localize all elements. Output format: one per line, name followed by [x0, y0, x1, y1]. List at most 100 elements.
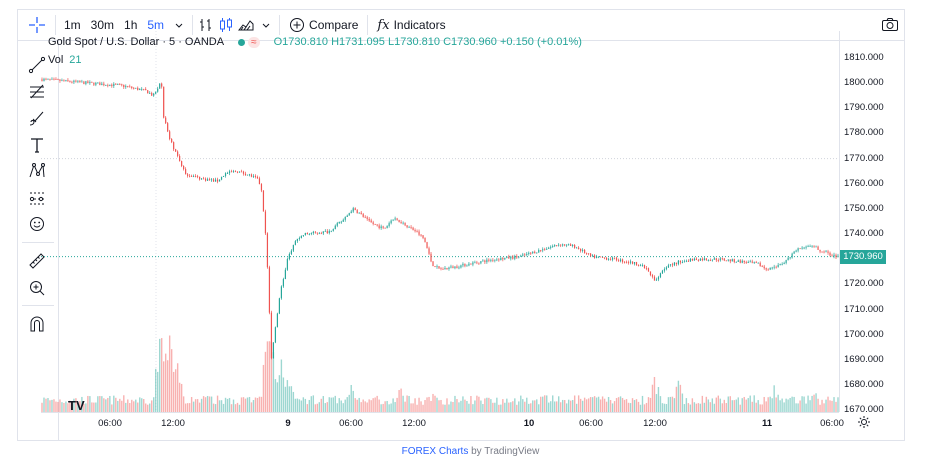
volume-bar — [530, 403, 532, 412]
chevron-down-icon[interactable] — [169, 15, 189, 35]
candle-body — [390, 220, 392, 224]
candle-body — [492, 259, 494, 261]
zoom-in-icon[interactable] — [26, 277, 48, 299]
volume-bar — [67, 403, 69, 412]
volume-bar — [370, 400, 372, 412]
fib-retracement-icon[interactable] — [26, 80, 48, 102]
bars-chart-type-icon[interactable] — [196, 15, 216, 35]
candle-body — [87, 81, 89, 84]
market-open-dot — [238, 38, 246, 46]
candle-body — [629, 261, 632, 263]
candle-body — [51, 78, 53, 80]
candle-body — [645, 268, 648, 269]
time-tick-label: 9 — [285, 418, 291, 429]
candle-body — [240, 171, 243, 173]
pattern-icon[interactable] — [26, 160, 48, 182]
candle-body — [813, 245, 815, 247]
candle-body — [576, 247, 578, 249]
candle-body — [163, 86, 165, 118]
candle-body — [611, 257, 614, 260]
open-value: 1730.810 — [282, 36, 329, 48]
price-tick-label: 1700.000 — [844, 328, 884, 340]
candle-body — [689, 258, 691, 262]
candle-body — [544, 249, 546, 251]
chevron-down-icon[interactable] — [256, 15, 276, 35]
area-chart-type-icon[interactable] — [236, 15, 256, 35]
volume-bar — [77, 402, 79, 412]
candle-body — [129, 86, 131, 88]
candle-body — [113, 83, 115, 87]
candle-body — [286, 259, 288, 270]
volume-bar — [414, 398, 416, 412]
candle-body — [530, 252, 532, 254]
candle-body — [360, 212, 362, 215]
volume-bar — [244, 398, 247, 412]
timeframe-30m[interactable]: 30m — [90, 18, 115, 32]
wave-icon: ≈ — [248, 36, 260, 48]
volume-bar — [520, 395, 522, 412]
volume-bar — [482, 403, 484, 412]
timeframe-1m[interactable]: 1m — [64, 18, 81, 32]
candle-body — [125, 86, 127, 88]
text-tool-icon[interactable] — [26, 134, 48, 156]
candle-body — [185, 169, 187, 175]
candle-body — [208, 179, 211, 181]
candle-body — [374, 223, 376, 225]
candle-body — [352, 208, 354, 212]
volume-bar — [145, 403, 147, 412]
candle-body — [739, 260, 741, 263]
candle-body — [574, 244, 576, 248]
volume-bar — [164, 353, 167, 412]
brush-icon[interactable] — [26, 107, 48, 129]
candle-body — [494, 259, 496, 261]
timeframe-5m[interactable]: 5m — [147, 18, 165, 32]
time-scale[interactable]: 06:00 12:00 9 06:00 12:00 10 06:00 12:00 11 06:00 — [41, 412, 844, 432]
candle-body — [47, 78, 49, 80]
price-chart[interactable] — [41, 31, 839, 412]
candle-body — [428, 248, 430, 254]
candle-body — [753, 262, 755, 263]
gear-icon[interactable] — [857, 415, 871, 434]
compare-button[interactable]: Compare — [283, 17, 364, 33]
volume-bar — [103, 398, 105, 412]
volume-bar — [498, 404, 500, 412]
volume-bar — [151, 400, 153, 412]
candle-body — [570, 244, 572, 246]
emoji-icon[interactable] — [26, 213, 48, 235]
camera-icon[interactable] — [880, 15, 900, 35]
volume-bar — [424, 400, 426, 412]
volume-bar — [210, 396, 213, 412]
volume-bar — [268, 341, 271, 412]
candles-chart-type-icon[interactable] — [216, 15, 236, 35]
volume-bar — [829, 400, 831, 412]
candle-body — [131, 86, 133, 88]
volume-bar — [326, 402, 328, 412]
price-scale[interactable]: 1810.000 1800.000 1790.000 1780.000 1770.000… — [839, 31, 888, 415]
candle-body — [659, 273, 662, 278]
candle-body — [135, 87, 137, 89]
volume-bar — [655, 394, 658, 412]
candle-body — [53, 78, 55, 80]
volume-bar — [356, 399, 358, 412]
magnet-icon[interactable] — [26, 313, 48, 335]
volume-bar — [139, 397, 141, 412]
candle-body — [486, 259, 488, 263]
candle-body — [536, 252, 538, 254]
candle-body — [71, 81, 73, 83]
volume-bar — [440, 399, 442, 412]
volume-bar — [575, 403, 578, 412]
trend-line-icon[interactable] — [26, 54, 48, 76]
crosshair-icon[interactable] — [27, 15, 47, 35]
timeframe-1h[interactable]: 1h — [124, 18, 138, 32]
candle-body — [244, 173, 247, 176]
indicators-button[interactable]: fx Indicators — [371, 18, 451, 33]
volume-bar — [538, 404, 540, 412]
candle-body — [691, 258, 693, 261]
candle-body — [55, 79, 57, 80]
volume-bar — [394, 402, 396, 412]
forex-charts-link[interactable]: FOREX Charts — [401, 446, 469, 457]
candle-body — [617, 260, 620, 262]
candle-body — [228, 171, 231, 174]
candle-body — [815, 246, 817, 248]
prediction-icon[interactable] — [26, 187, 48, 209]
